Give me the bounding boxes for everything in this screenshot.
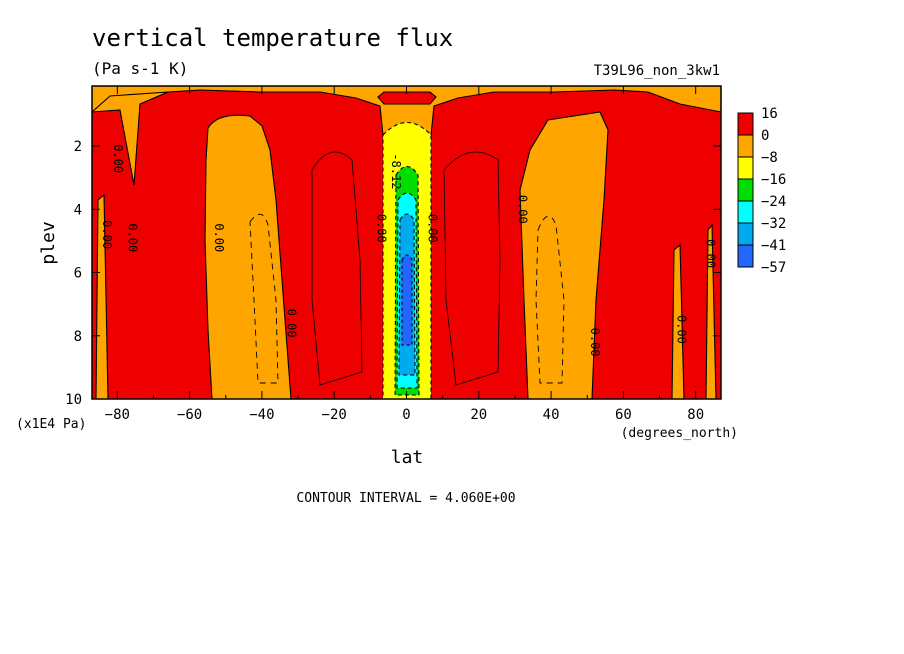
colorbar-label: −57: [761, 260, 786, 276]
colorbar-label: 0: [761, 128, 769, 144]
colorbar-label: −24: [761, 194, 786, 210]
field-right-sliver-2: [705, 223, 717, 399]
x-axis-label: lat: [391, 447, 424, 468]
x-tick-label: 60: [615, 407, 632, 423]
x-tick-label: 80: [687, 407, 704, 423]
contour-label: 0.00: [588, 328, 602, 357]
y-axis-label: plev: [38, 221, 59, 264]
contour-label: 0.00: [675, 315, 689, 344]
contour-right-thin: [443, 151, 501, 386]
contour-interval-note: CONTOUR INTERVAL = 4.060E+00: [296, 491, 515, 506]
contour-labels: 0.00 0.00 0.00 0.00 0.00 0.00 -8.12 0.00 0.00 0.0…: [100, 144, 718, 356]
x-axis: −80 −60 −40 −20 0 20 40 60 80: [105, 86, 704, 423]
contour-label: -8.12: [389, 153, 403, 189]
y-tick-label: 4: [74, 202, 82, 218]
field-left-sliver: [95, 193, 109, 399]
x-tick-label: 40: [543, 407, 560, 423]
contour-right-inner: [535, 215, 565, 384]
x-tick-label: −20: [322, 407, 347, 423]
contour-label: 0.00: [375, 214, 389, 243]
colorbar-legend: 16 0 −8 −16 −24 −32 −41 −57: [737, 106, 786, 276]
field-left-lobe: [204, 114, 292, 399]
colorbar-swatch: [737, 200, 754, 224]
x-tick-label: 0: [402, 407, 410, 423]
chart-subtitle: (Pa s-1 K): [92, 59, 188, 78]
contour-label: 0.00: [212, 223, 226, 252]
colorbar-swatch: [737, 244, 754, 268]
field-top-blob: [377, 91, 437, 105]
x-tick-label: 20: [470, 407, 487, 423]
colorbar-label: −16: [761, 172, 786, 188]
chart-title: vertical temperature flux: [92, 24, 453, 52]
field-right-lobe: [519, 111, 609, 399]
x-tick-label: −60: [177, 407, 202, 423]
contour-label: 0.00: [516, 195, 530, 224]
contour-label: 0.00: [100, 220, 114, 249]
plot-area: [92, 86, 721, 399]
colorbar-swatch: [737, 222, 754, 246]
y-axis-units: (x1E4 Pa): [16, 417, 86, 432]
colorbar-label: −32: [761, 216, 786, 232]
colorbar-swatch: [737, 178, 754, 202]
y-tick-label: 8: [74, 329, 82, 345]
y-tick-label: 10: [65, 392, 82, 408]
y-axis: 2 4 6 8 10: [65, 139, 721, 408]
field-left-wedge: [92, 91, 169, 186]
y-tick-label: 6: [74, 266, 82, 282]
contour-left-thin: [311, 151, 363, 386]
colorbar-label: 16: [761, 106, 778, 122]
core-blue: [401, 254, 413, 346]
x-tick-label: −40: [249, 407, 274, 423]
field-right-sliver-1: [671, 243, 685, 399]
contour-label: 0.00: [704, 239, 718, 268]
x-tick-label: −80: [105, 407, 130, 423]
run-label: T39L96_non_3kw1: [594, 63, 720, 79]
contour-label: 0.00: [425, 214, 439, 243]
colorbar-swatch: [737, 112, 754, 136]
contour-label: 0.00: [284, 309, 298, 338]
colorbar-swatch: [737, 134, 754, 158]
contour-label: 0.00: [125, 223, 139, 252]
colorbar-label: −8: [761, 150, 778, 166]
y-tick-label: 2: [74, 139, 82, 155]
colorbar-swatch: [737, 156, 754, 180]
contour-label: 0.00: [111, 144, 125, 173]
x-axis-units: (degrees_north): [621, 426, 738, 441]
colorbar-label: −41: [761, 238, 786, 254]
